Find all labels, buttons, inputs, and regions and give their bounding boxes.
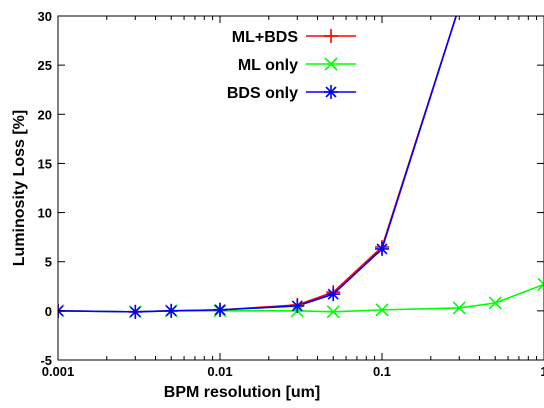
data-point <box>164 303 179 318</box>
legend-marker <box>324 57 338 71</box>
y-tick-label: 15 <box>38 156 52 171</box>
data-point <box>488 296 502 310</box>
data-point <box>326 287 341 302</box>
data-point <box>452 301 466 315</box>
y-tick-label: 20 <box>38 107 52 122</box>
legend-marker <box>324 85 338 99</box>
legend-marker <box>324 29 338 43</box>
legend-label: ML only <box>238 57 298 74</box>
x-tick-label: 0.001 <box>42 364 75 379</box>
x-tick-label: 1 <box>540 364 544 379</box>
data-point <box>290 298 305 313</box>
x-tick-label: 0.1 <box>373 364 391 379</box>
y-tick-label: -5 <box>40 353 52 368</box>
plot-frame <box>57 15 544 361</box>
y-tick-label: 25 <box>38 58 52 73</box>
y-tick-label: 5 <box>45 255 52 270</box>
x-tick-label: 0.01 <box>207 364 232 379</box>
y-tick-label: 10 <box>38 206 52 221</box>
data-point <box>213 302 227 317</box>
series-line-3 <box>58 16 458 313</box>
y-tick-label: 0 <box>45 304 52 319</box>
legend-label: BDS only <box>227 85 298 102</box>
data-point <box>375 241 389 256</box>
series-line-1 <box>58 16 457 313</box>
y-tick-label: 30 <box>38 9 52 24</box>
legend-label: ML+BDS <box>232 29 299 46</box>
y-axis-title: Luminosity Loss [%] <box>11 110 28 266</box>
data-point <box>326 305 340 319</box>
data-point <box>452 0 466 13</box>
data-point <box>128 304 143 319</box>
data-point <box>452 0 466 13</box>
x-axis-title: BPM resolution [um] <box>164 384 320 401</box>
data-point <box>537 277 544 291</box>
data-point <box>375 303 389 317</box>
legend: ML+BDS ML only BDS only <box>227 29 356 102</box>
